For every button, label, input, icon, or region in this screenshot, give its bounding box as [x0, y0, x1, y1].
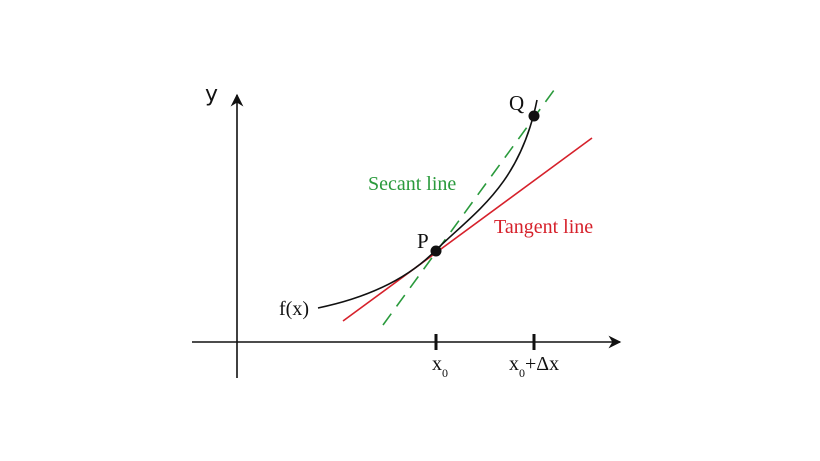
secant-line: [382, 85, 558, 326]
point-p: [430, 245, 442, 257]
tick-label-x0: x0: [432, 353, 448, 380]
function-label: f(x): [279, 298, 309, 320]
secant-label: Secant line: [368, 173, 456, 195]
tick-label-x0-plus-dx: x0+Δx: [509, 353, 559, 380]
tangent-label: Tangent line: [494, 216, 593, 238]
point-q: [528, 110, 540, 122]
point-p-label: P: [417, 229, 429, 253]
y-axis-label: y: [205, 82, 218, 107]
point-q-label: Q: [509, 91, 524, 115]
tangent-line: [342, 137, 593, 322]
function-curve: [317, 99, 538, 309]
